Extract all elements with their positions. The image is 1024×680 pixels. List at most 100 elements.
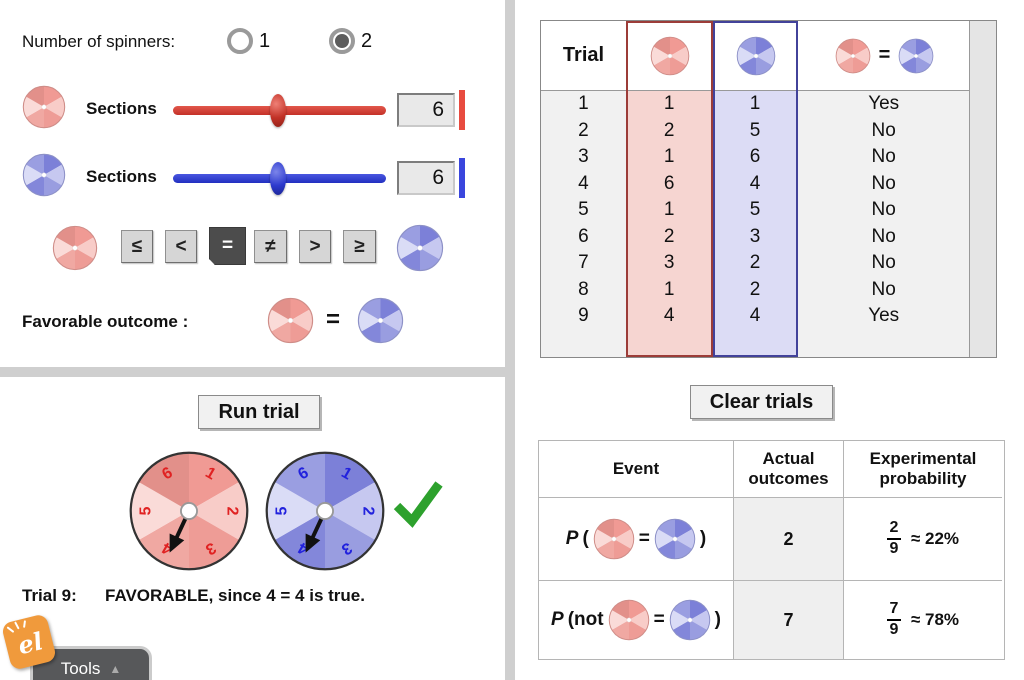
blue-value-accent-bar xyxy=(459,158,465,198)
trial-number-cell: 9 xyxy=(578,305,589,327)
red-sections-value[interactable]: 6 xyxy=(397,93,455,127)
blue-result-cell: 5 xyxy=(749,199,761,221)
operator-gt-button[interactable]: > xyxy=(299,230,331,263)
blue-sections-label: Sections xyxy=(86,167,157,186)
trial-number-cell: 6 xyxy=(578,225,589,247)
fraction-denominator: 9 xyxy=(889,540,899,557)
table-row: 3 1 6 No xyxy=(541,144,970,171)
open-paren-not: (not xyxy=(567,609,604,630)
blue-result-cell: 5 xyxy=(749,119,761,141)
favorable-check-icon xyxy=(392,477,444,529)
probability-table: Event Actual outcomes Experimental proba… xyxy=(538,440,1005,660)
blue-spinner-icon xyxy=(898,38,934,74)
blue-sections-value[interactable]: 6 xyxy=(397,161,455,195)
red-result-cell: 6 xyxy=(663,172,675,194)
red-spinner-icon xyxy=(608,599,650,641)
red-result-cell: 4 xyxy=(663,305,675,327)
trial-number-cell: 8 xyxy=(578,278,589,300)
red-sections-slider-handle[interactable] xyxy=(270,94,286,127)
operator-lt-button[interactable]: < xyxy=(165,230,197,263)
radio-two-spinners[interactable] xyxy=(329,28,355,54)
equal-probability-cell: 2 9 ≈ 22% xyxy=(844,498,1002,581)
trial-number-cell: 2 xyxy=(578,119,589,141)
favorable-cell: Yes xyxy=(868,93,900,115)
blue-column-background xyxy=(713,91,798,357)
red-spinner-icon xyxy=(267,297,314,344)
percentage-approximation: ≈ 22% xyxy=(910,529,960,548)
event-equal-cell: P( = ) xyxy=(539,498,734,581)
blue-spinner-icon xyxy=(669,599,711,641)
vertical-panel-divider xyxy=(505,0,515,680)
trial-number-cell: 4 xyxy=(578,172,589,194)
blue-result-cell: 3 xyxy=(749,225,761,247)
not-equal-probability-cell: 7 9 ≈ 78% xyxy=(844,581,1002,659)
red-value-accent-bar xyxy=(459,90,465,130)
svg-text:2: 2 xyxy=(223,507,241,516)
fraction-denominator: 9 xyxy=(889,621,899,638)
red-spinner-icon xyxy=(650,36,690,76)
operator-lte-button[interactable]: ≤ xyxy=(121,230,153,263)
table-row: 6 2 3 No xyxy=(541,224,970,251)
event-column-header: Event xyxy=(539,441,734,498)
probability-symbol: P xyxy=(565,528,579,549)
percentage-approximation: ≈ 78% xyxy=(910,610,960,629)
equals-sign: = xyxy=(638,528,650,549)
fraction-bar xyxy=(886,538,901,540)
fraction: 2 9 xyxy=(886,519,901,558)
operator-eq-button[interactable]: = xyxy=(209,227,246,265)
trials-table-scrollbar[interactable] xyxy=(969,21,996,357)
result-column-header: = xyxy=(798,21,971,90)
radio-one-spinner[interactable] xyxy=(227,28,253,54)
svg-text:5: 5 xyxy=(137,506,155,515)
not-equal-outcomes-count: 7 xyxy=(734,581,844,659)
red-spinner-icon xyxy=(835,38,871,74)
trial-number-cell: 3 xyxy=(578,146,589,168)
favorable-cell: No xyxy=(871,119,896,141)
horizontal-panel-divider xyxy=(0,367,505,377)
explorelearning-logo: el xyxy=(0,611,60,674)
blue-result-cell: 1 xyxy=(749,93,761,115)
blue-spinner-icon xyxy=(22,153,66,197)
event-not-equal-cell: P (not = ) xyxy=(539,581,734,659)
red-column-background xyxy=(626,91,713,357)
table-row: 8 1 2 No xyxy=(541,277,970,304)
trial-number-cell: 5 xyxy=(578,199,589,221)
radio-one-label: 1 xyxy=(259,30,271,52)
operator-neq-button[interactable]: ≠ xyxy=(254,230,287,263)
red-result-cell: 1 xyxy=(663,146,675,168)
blue-column-header xyxy=(713,21,798,90)
trial-number-cell: 1 xyxy=(578,93,589,115)
clear-trials-button[interactable]: Clear trials xyxy=(690,385,833,419)
blue-spinner-icon xyxy=(396,224,444,272)
trial-status-message: FAVORABLE, since 4 = 4 is true. xyxy=(105,586,365,605)
equals-sign: = xyxy=(653,609,665,630)
fraction-bar xyxy=(886,619,901,621)
table-row: 7 3 2 No xyxy=(541,250,970,277)
favorable-cell: Yes xyxy=(868,305,900,327)
favorable-cell: No xyxy=(871,225,896,247)
chevron-up-icon: ▲ xyxy=(109,662,122,676)
fraction-numerator: 7 xyxy=(889,600,899,618)
red-spinner-icon xyxy=(22,85,66,129)
trials-rows: 1 1 1 Yes 2 2 5 No 3 1 6 No xyxy=(541,91,970,330)
blue-result-cell: 6 xyxy=(749,146,761,168)
red-result-cell: 2 xyxy=(663,119,675,141)
blue-sections-slider-handle[interactable] xyxy=(270,162,286,195)
number-of-spinners-label: Number of spinners: xyxy=(22,32,176,51)
probability-symbol: P xyxy=(551,609,564,630)
operator-gte-button[interactable]: ≥ xyxy=(343,230,376,263)
red-result-cell: 3 xyxy=(663,252,675,274)
favorable-cell: No xyxy=(871,199,896,221)
trial-number-cell: 7 xyxy=(578,252,589,274)
red-column-header xyxy=(626,21,713,90)
trials-table-header: Trial = xyxy=(541,21,971,91)
equal-outcomes-count: 2 xyxy=(734,498,844,581)
trials-table: Trial = 1 1 1 Yes 2 2 xyxy=(540,20,997,358)
trial-status-prefix: Trial 9: xyxy=(22,586,77,605)
radio-two-label: 2 xyxy=(361,30,373,52)
blue-result-cell: 2 xyxy=(749,278,761,300)
run-trial-button[interactable]: Run trial xyxy=(198,395,320,429)
table-row: 1 1 1 Yes xyxy=(541,91,970,118)
svg-text:el: el xyxy=(15,626,46,660)
